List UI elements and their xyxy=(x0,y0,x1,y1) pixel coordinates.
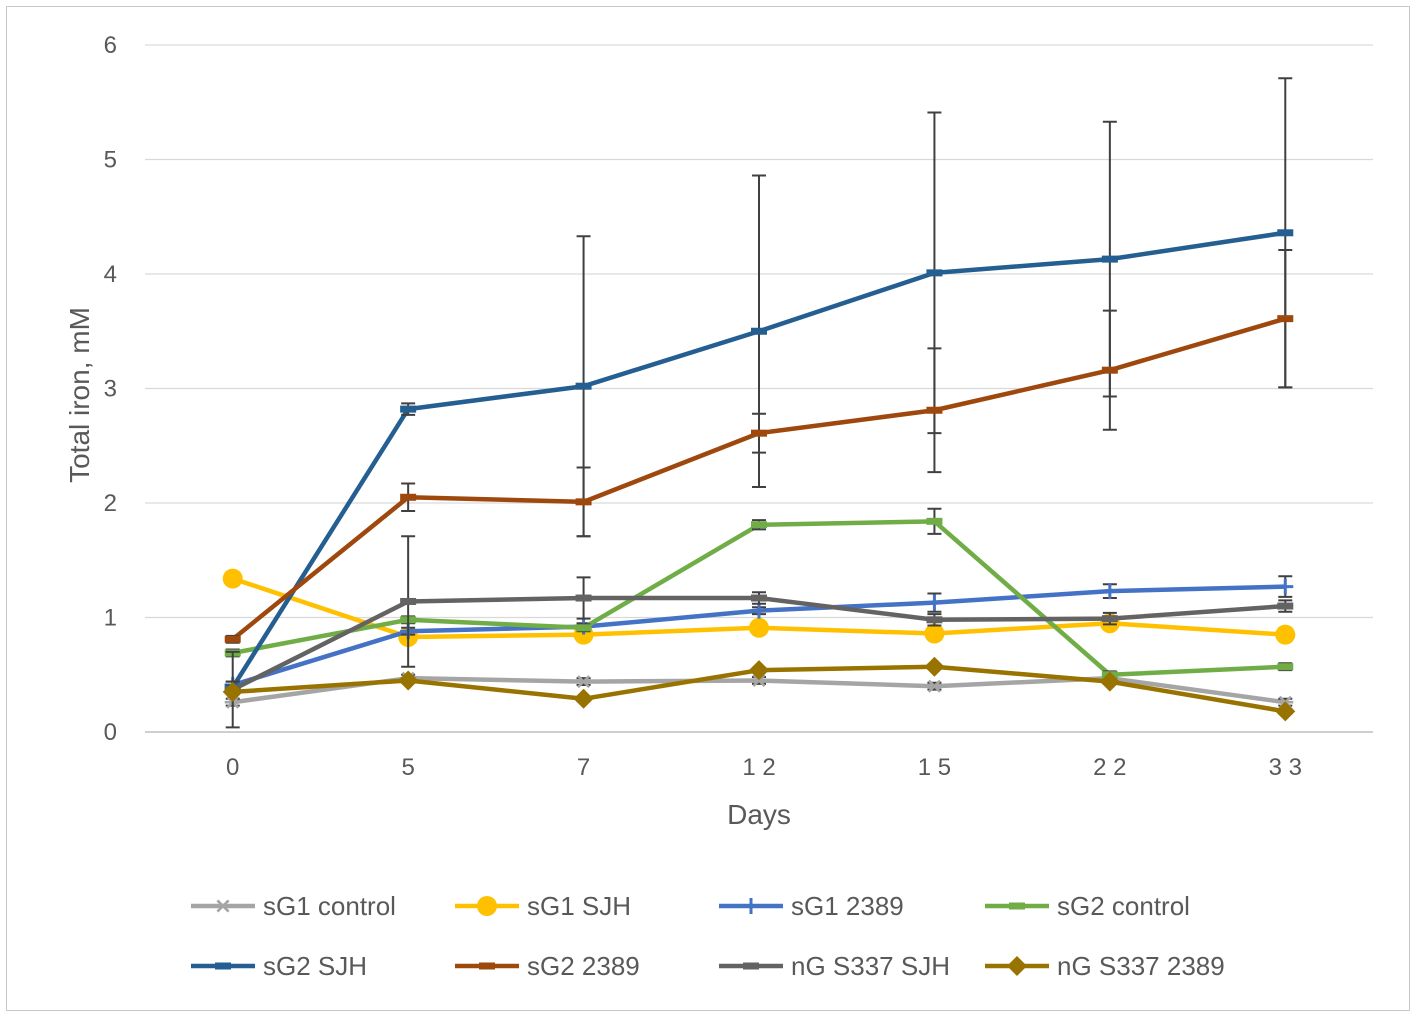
x-tick-label: 1 5 xyxy=(918,754,951,781)
data-point-marker xyxy=(400,493,417,501)
legend-entry: sG1 2389 xyxy=(719,891,904,921)
data-point-marker xyxy=(575,675,592,689)
data-point-marker xyxy=(1277,663,1294,671)
data-point-marker xyxy=(575,594,592,602)
legend-label: sG2 2389 xyxy=(527,951,640,981)
data-point-marker xyxy=(400,597,417,605)
y-axis-title: Total iron, mM xyxy=(64,307,95,483)
x-tick-label: 0 xyxy=(226,754,239,781)
x-tick-label: 7 xyxy=(577,754,590,781)
data-point-marker xyxy=(751,429,767,437)
legend-label: sG1 control xyxy=(263,891,396,921)
x-tick-label: 3 3 xyxy=(1269,754,1302,781)
y-tick-label: 5 xyxy=(104,147,117,174)
data-point-marker xyxy=(222,681,243,702)
x-axis-title: Days xyxy=(727,799,791,830)
y-tick-label: 3 xyxy=(104,376,117,403)
data-point-marker xyxy=(575,624,592,632)
data-point-marker xyxy=(1277,602,1294,610)
series-sg2-sjh xyxy=(224,77,1294,695)
series-sg2-2389 xyxy=(224,248,1294,644)
legend: sG1 control sG1 SJH sG1 2389 sG2 control sG2… xyxy=(191,891,1225,981)
data-point-marker xyxy=(575,382,592,390)
data-point-marker xyxy=(215,962,231,970)
data-point-marker xyxy=(215,899,231,913)
data-point-marker xyxy=(1101,615,1118,623)
legend-label: nG S337 2389 xyxy=(1057,951,1225,981)
data-point-marker xyxy=(749,617,769,638)
data-point-marker xyxy=(924,623,945,644)
y-tick-label: 2 xyxy=(104,490,117,517)
data-point-marker xyxy=(398,670,419,691)
data-point-marker xyxy=(751,673,767,687)
data-point-marker xyxy=(1101,255,1118,263)
chart-frame: 0 1 2 3 4 5 6 0 5 7 1 2 1 5 2 2 3 3 Total iron, mM D… xyxy=(6,6,1410,1011)
legend-entry: nG S337 SJH xyxy=(719,951,950,981)
data-point-marker xyxy=(1277,578,1294,595)
data-point-marker xyxy=(743,898,759,914)
data-point-marker xyxy=(222,568,243,589)
legend-entry: sG2 2389 xyxy=(455,951,640,981)
legend-entry: sG1 SJH xyxy=(455,891,631,921)
legend-entry: nG S337 2389 xyxy=(985,951,1225,981)
legend-label: sG1 2389 xyxy=(791,891,904,921)
data-point-marker xyxy=(1277,315,1294,323)
data-point-marker xyxy=(477,896,497,916)
data-point-marker xyxy=(1009,902,1025,910)
data-point-marker xyxy=(926,594,943,611)
data-point-marker xyxy=(926,406,943,414)
legend-entry: sG2 control xyxy=(985,891,1190,921)
data-point-marker xyxy=(751,327,767,335)
data-point-marker xyxy=(1277,229,1294,237)
data-point-marker xyxy=(479,962,495,970)
data-point-marker xyxy=(926,616,943,624)
data-point-marker xyxy=(573,688,594,709)
legend-label: sG1 SJH xyxy=(527,891,631,921)
y-tick-label: 1 xyxy=(104,605,117,632)
line-chart: 0 1 2 3 4 5 6 0 5 7 1 2 1 5 2 2 3 3 Total iron, mM D… xyxy=(64,32,1373,981)
x-tick-label: 2 2 xyxy=(1093,754,1126,781)
data-point-marker xyxy=(926,679,943,693)
x-tick-label: 1 2 xyxy=(742,754,775,781)
data-point-marker xyxy=(1101,366,1118,374)
data-point-marker xyxy=(1275,624,1296,645)
data-point-marker xyxy=(224,635,241,643)
data-point-marker xyxy=(751,521,767,529)
data-point-marker xyxy=(749,660,769,681)
series-ng-s337-2389 xyxy=(222,656,1296,722)
data-point-marker xyxy=(575,498,592,506)
data-point-marker xyxy=(751,594,767,602)
data-point-marker xyxy=(1275,701,1296,722)
legend-label: sG2 SJH xyxy=(263,951,367,981)
data-point-marker xyxy=(743,962,759,970)
legend-entry: sG1 control xyxy=(191,891,396,921)
data-point-marker xyxy=(926,269,943,277)
data-point-marker xyxy=(1101,583,1118,600)
data-point-marker xyxy=(1007,956,1027,976)
x-tick-label: 5 xyxy=(401,754,414,781)
x-axis-ticks: 0 5 7 1 2 1 5 2 2 3 3 xyxy=(226,754,1302,781)
data-point-marker xyxy=(1099,671,1120,692)
data-point-marker xyxy=(751,602,767,619)
y-tick-label: 6 xyxy=(104,32,117,59)
legend-entry: sG2 SJH xyxy=(191,951,367,981)
y-axis-ticks: 0 1 2 3 4 5 6 xyxy=(104,32,117,746)
series-lines xyxy=(222,77,1296,729)
y-tick-label: 4 xyxy=(104,261,117,288)
legend-label: nG S337 SJH xyxy=(791,951,950,981)
data-point-marker xyxy=(926,517,943,525)
data-point-marker xyxy=(400,405,417,413)
y-tick-label: 0 xyxy=(104,719,117,746)
legend-label: sG2 control xyxy=(1057,891,1190,921)
data-point-marker xyxy=(924,656,945,677)
